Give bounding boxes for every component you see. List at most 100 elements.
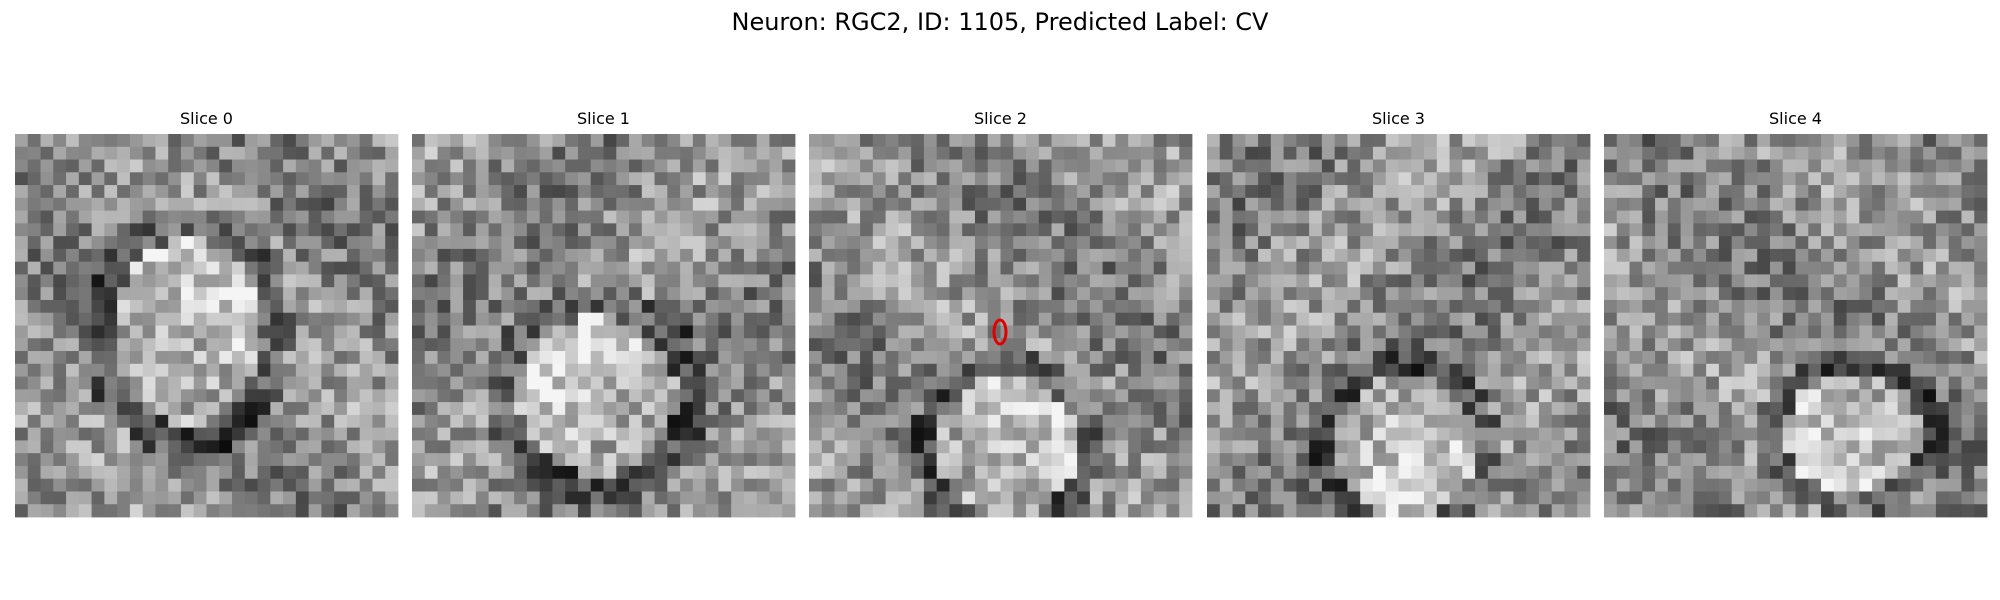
pixel <box>847 338 861 352</box>
pixel <box>1411 248 1425 263</box>
pixel <box>743 478 758 492</box>
pixel <box>1258 465 1272 480</box>
pixel <box>1744 504 1758 518</box>
pixel <box>1089 491 1104 505</box>
pixel <box>616 223 630 237</box>
pixel <box>1731 325 1745 339</box>
pixel <box>257 363 271 377</box>
pixel <box>936 172 950 186</box>
pixel <box>475 363 489 377</box>
pixel <box>78 389 92 403</box>
pixel <box>1487 351 1502 365</box>
pixel <box>1693 172 1707 186</box>
pixel <box>308 197 322 211</box>
pixel <box>872 414 886 429</box>
pixel <box>1846 402 1860 416</box>
pixel <box>1270 248 1284 263</box>
pixel <box>155 287 169 301</box>
pixel <box>654 159 668 173</box>
pixel <box>346 159 361 173</box>
pixel <box>1782 261 1796 275</box>
pixel <box>334 236 348 250</box>
pixel <box>232 325 246 339</box>
pixel <box>450 376 464 390</box>
pixel <box>1179 440 1193 454</box>
pixel <box>488 197 502 211</box>
pixel <box>847 351 861 365</box>
pixel <box>1642 376 1656 390</box>
pixel <box>1321 146 1336 160</box>
pixel <box>206 414 220 429</box>
pixel <box>117 146 131 160</box>
pixel <box>1795 389 1809 403</box>
pixel <box>565 134 579 148</box>
pixel <box>1795 504 1809 518</box>
pixel <box>1897 440 1911 454</box>
pixel <box>911 453 925 467</box>
pixel <box>1769 134 1784 148</box>
pixel <box>78 261 92 275</box>
pixel <box>885 248 899 263</box>
pixel <box>437 159 451 173</box>
pixel <box>1897 491 1911 505</box>
pixel <box>372 376 386 390</box>
pixel <box>1140 440 1155 454</box>
pixel <box>898 236 912 250</box>
pixel <box>424 146 438 160</box>
pixel <box>718 363 732 377</box>
pixel <box>1897 274 1911 288</box>
pixel <box>1629 440 1643 454</box>
pixel <box>1693 440 1707 454</box>
pixel <box>104 236 118 250</box>
pixel <box>1974 210 1988 224</box>
pixel <box>385 261 399 275</box>
pixel <box>1462 223 1476 237</box>
pixel <box>616 402 630 416</box>
pixel <box>526 402 541 416</box>
pixel <box>1232 427 1246 441</box>
contour-marker <box>992 318 1008 346</box>
pixel <box>1782 402 1796 416</box>
pixel <box>1897 159 1911 173</box>
pixel <box>1270 223 1284 237</box>
pixel <box>1475 312 1489 326</box>
pixel <box>1846 287 1860 301</box>
pixel <box>232 312 246 326</box>
pixel <box>53 376 67 390</box>
pixel <box>270 465 284 480</box>
pixel <box>1462 134 1476 148</box>
pixel <box>1629 478 1643 492</box>
pixel <box>1398 261 1412 275</box>
pixel <box>1744 134 1758 148</box>
pixel <box>117 299 131 314</box>
pixel <box>1026 376 1040 390</box>
pixel <box>692 351 707 365</box>
pixel <box>1616 261 1630 275</box>
pixel <box>321 159 335 173</box>
pixel <box>15 414 29 429</box>
pixel <box>1808 261 1822 275</box>
pixel <box>667 363 681 377</box>
pixel <box>1245 389 1259 403</box>
pixel <box>616 440 630 454</box>
pixel <box>1051 491 1065 505</box>
panel-title: Slice 2 <box>974 109 1027 128</box>
pixel <box>1782 172 1796 186</box>
pixel <box>66 236 80 250</box>
pixel <box>1089 440 1104 454</box>
pixel <box>705 236 719 250</box>
pixel <box>1140 172 1155 186</box>
pixel <box>372 402 386 416</box>
pixel <box>321 325 335 339</box>
pixel <box>1219 261 1233 275</box>
pixel <box>1245 274 1259 288</box>
pixel <box>872 236 886 250</box>
pixel <box>1462 453 1476 467</box>
pixel <box>1769 236 1784 250</box>
pixel <box>1475 325 1489 339</box>
pixel <box>1360 376 1374 390</box>
pixel <box>232 261 246 275</box>
pixel <box>552 312 566 326</box>
pixel <box>66 134 80 148</box>
pixel <box>1923 491 1937 505</box>
